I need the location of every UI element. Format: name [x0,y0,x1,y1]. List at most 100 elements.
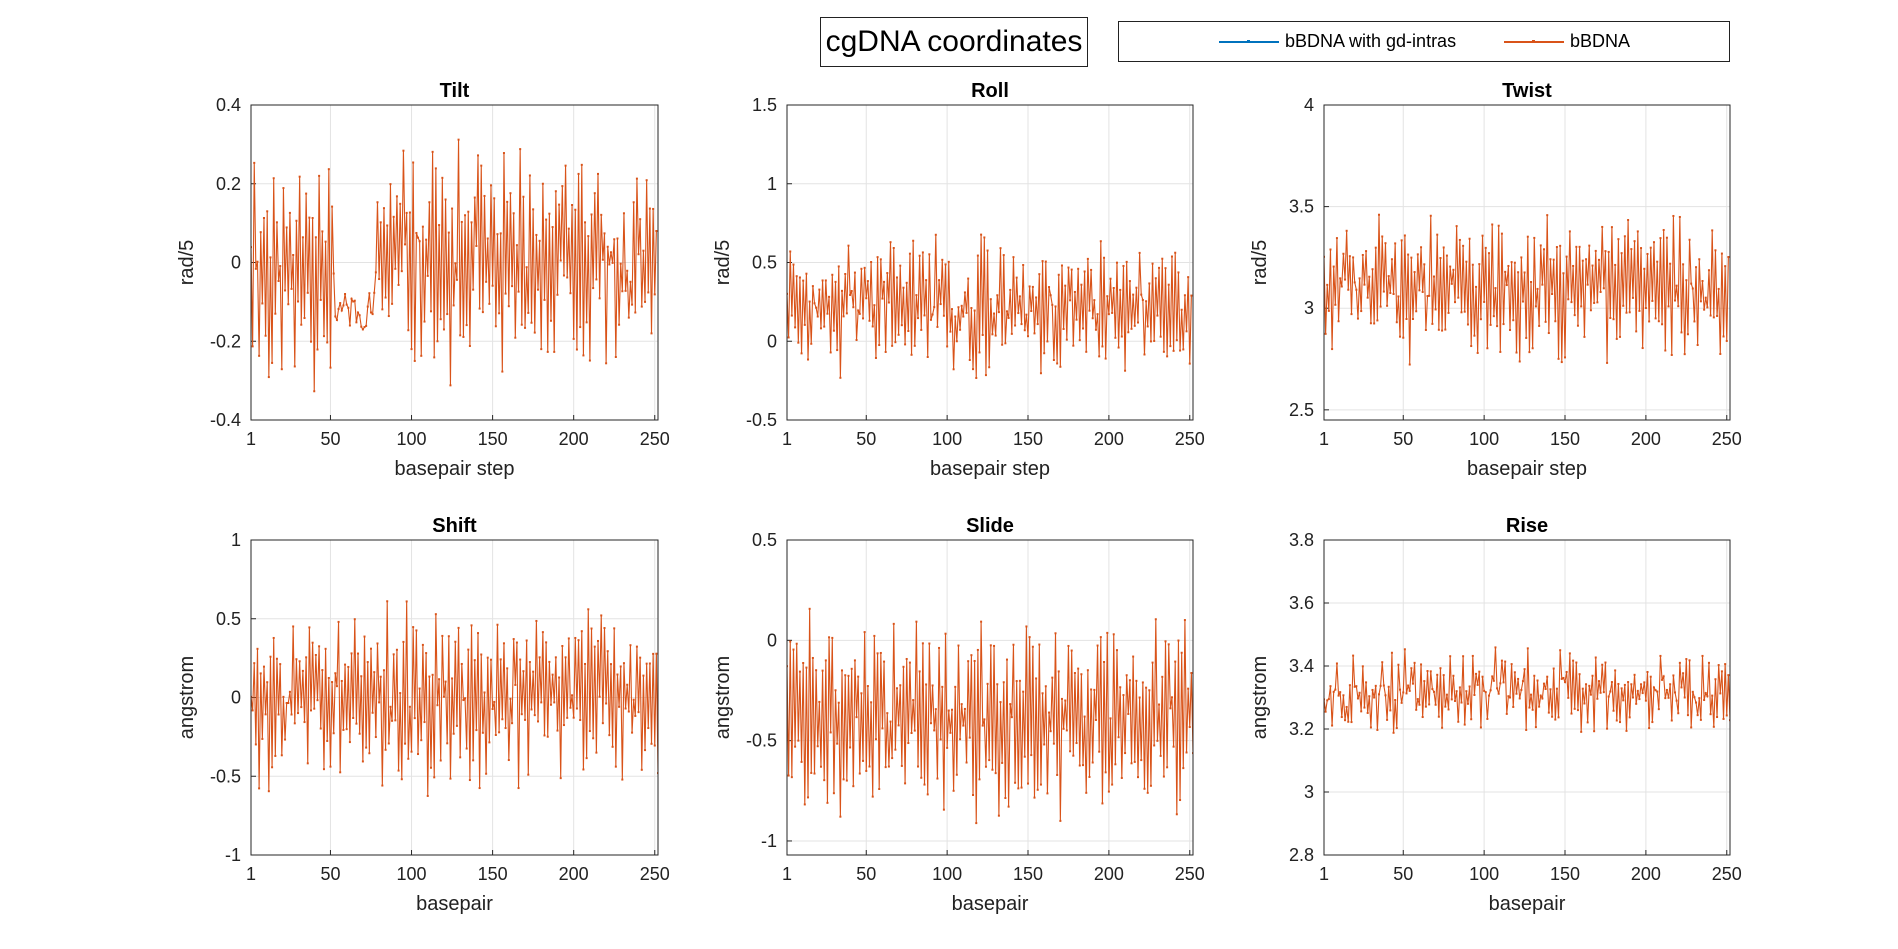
data-point [626,683,629,686]
data-point [425,652,428,655]
data-point [852,306,855,309]
data-point [254,743,257,746]
y-tick-label: 0 [767,331,777,351]
data-point [905,281,908,284]
data-point [306,291,309,294]
data-point [1439,667,1442,670]
data-point [1428,294,1431,297]
data-point [357,311,360,314]
data-point [1517,677,1520,680]
data-point [559,777,562,780]
y-tick-label: -0.5 [210,766,241,786]
data-point [1369,322,1372,325]
data-point [639,656,642,659]
data-point [967,660,970,663]
data-point [295,219,298,222]
data-point [1568,230,1571,233]
data-point [567,227,570,230]
data-point [1072,754,1075,757]
data-point [805,666,808,669]
data-point [1709,314,1712,317]
data-point [640,305,643,308]
data-point [1546,675,1549,678]
data-point [1137,776,1140,779]
data-point [1057,273,1060,276]
data-point [1175,339,1178,342]
data-point [1672,214,1675,217]
data-point [1428,703,1431,706]
data-point [1384,694,1387,697]
data-point [1688,659,1691,662]
data-point [553,701,556,704]
data-point [1670,353,1673,356]
data-point [928,253,931,256]
data-point [397,769,400,772]
data-point [1599,691,1602,694]
data-point [787,774,790,777]
data-point [811,285,814,288]
data-point [874,738,877,741]
x-tick-label: 1 [246,429,256,449]
data-point [1606,361,1609,364]
data-point [1644,307,1647,310]
data-point [280,368,283,371]
data-point [1657,708,1660,711]
data-point [1358,277,1361,280]
data-point [1544,320,1547,323]
subplot-slide: 1 50 100 150 200 250-1-0.500.5Slidebasepairan… [712,515,1205,915]
data-point [802,661,805,664]
y-tick-label: -0.4 [210,410,241,430]
data-point [360,325,363,328]
data-point [907,742,910,745]
data-point [1436,233,1439,236]
data-point [1132,655,1135,658]
data-point [996,683,999,686]
data-point [287,702,290,705]
data-point [308,216,311,219]
data-point [634,714,637,717]
data-point [933,306,936,309]
data-point [592,287,595,290]
data-point [1335,237,1338,240]
data-point [494,325,497,328]
data-point [1458,686,1461,689]
data-point [1004,797,1007,800]
data-point [865,769,868,772]
data-point [1390,258,1393,261]
data-point [1457,296,1460,299]
data-point [533,331,536,334]
data-point [637,253,640,256]
data-point [498,312,501,315]
data-point [318,645,321,648]
x-tick-label: 150 [1550,429,1580,449]
data-point [378,278,381,281]
data-point [532,208,535,211]
data-point [1381,661,1384,664]
data-point [369,311,372,314]
series-markers [251,600,658,797]
x-axis-label: basepair [952,893,1029,915]
data-point [1444,328,1447,331]
data-point [1115,261,1118,264]
data-point [454,640,457,643]
data-point [287,303,290,306]
data-point [515,244,518,247]
data-point [1381,235,1384,238]
data-point [472,759,475,762]
data-point [1717,664,1720,667]
data-point [934,708,937,711]
data-point [470,221,473,224]
data-point [870,261,873,264]
data-point [1400,239,1403,242]
data-point [802,279,805,282]
data-point [1437,715,1440,718]
data-point [1394,699,1397,702]
data-point [611,261,614,264]
data-point [540,348,543,351]
data-point [1544,687,1547,690]
y-tick-label: 2.8 [1289,845,1314,865]
data-point [1643,681,1646,684]
x-tick-label: 250 [1175,429,1205,449]
y-tick-label: 1 [767,174,777,194]
